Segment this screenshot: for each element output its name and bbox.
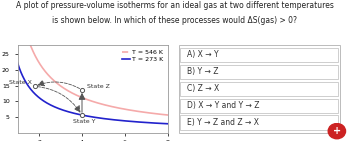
FancyBboxPatch shape [180,48,338,62]
FancyBboxPatch shape [180,82,338,96]
Text: +: + [333,126,341,136]
FancyBboxPatch shape [180,65,338,79]
Text: C) Z → X: C) Z → X [187,84,219,93]
FancyBboxPatch shape [180,115,338,130]
Text: E) Y → Z and Z → X: E) Y → Z and Z → X [187,118,259,127]
FancyBboxPatch shape [178,45,340,133]
Text: D) X → Y and Y → Z: D) X → Y and Y → Z [187,101,259,110]
Text: B) Y → Z: B) Y → Z [187,67,218,76]
Text: State Y: State Y [73,119,96,124]
Circle shape [328,124,345,139]
FancyBboxPatch shape [180,99,338,113]
Text: is shown below. In which of these processes would ΔS(gas) > 0?: is shown below. In which of these proces… [52,16,298,25]
Text: State X: State X [9,80,32,85]
Text: State Z: State Z [88,84,110,89]
Text: A) X → Y: A) X → Y [187,50,218,60]
Text: A plot of pressure-volume isotherms for an ideal gas at two different temperatur: A plot of pressure-volume isotherms for … [16,1,334,10]
Legend: T = 546 K, T = 273 K: T = 546 K, T = 273 K [121,48,165,63]
